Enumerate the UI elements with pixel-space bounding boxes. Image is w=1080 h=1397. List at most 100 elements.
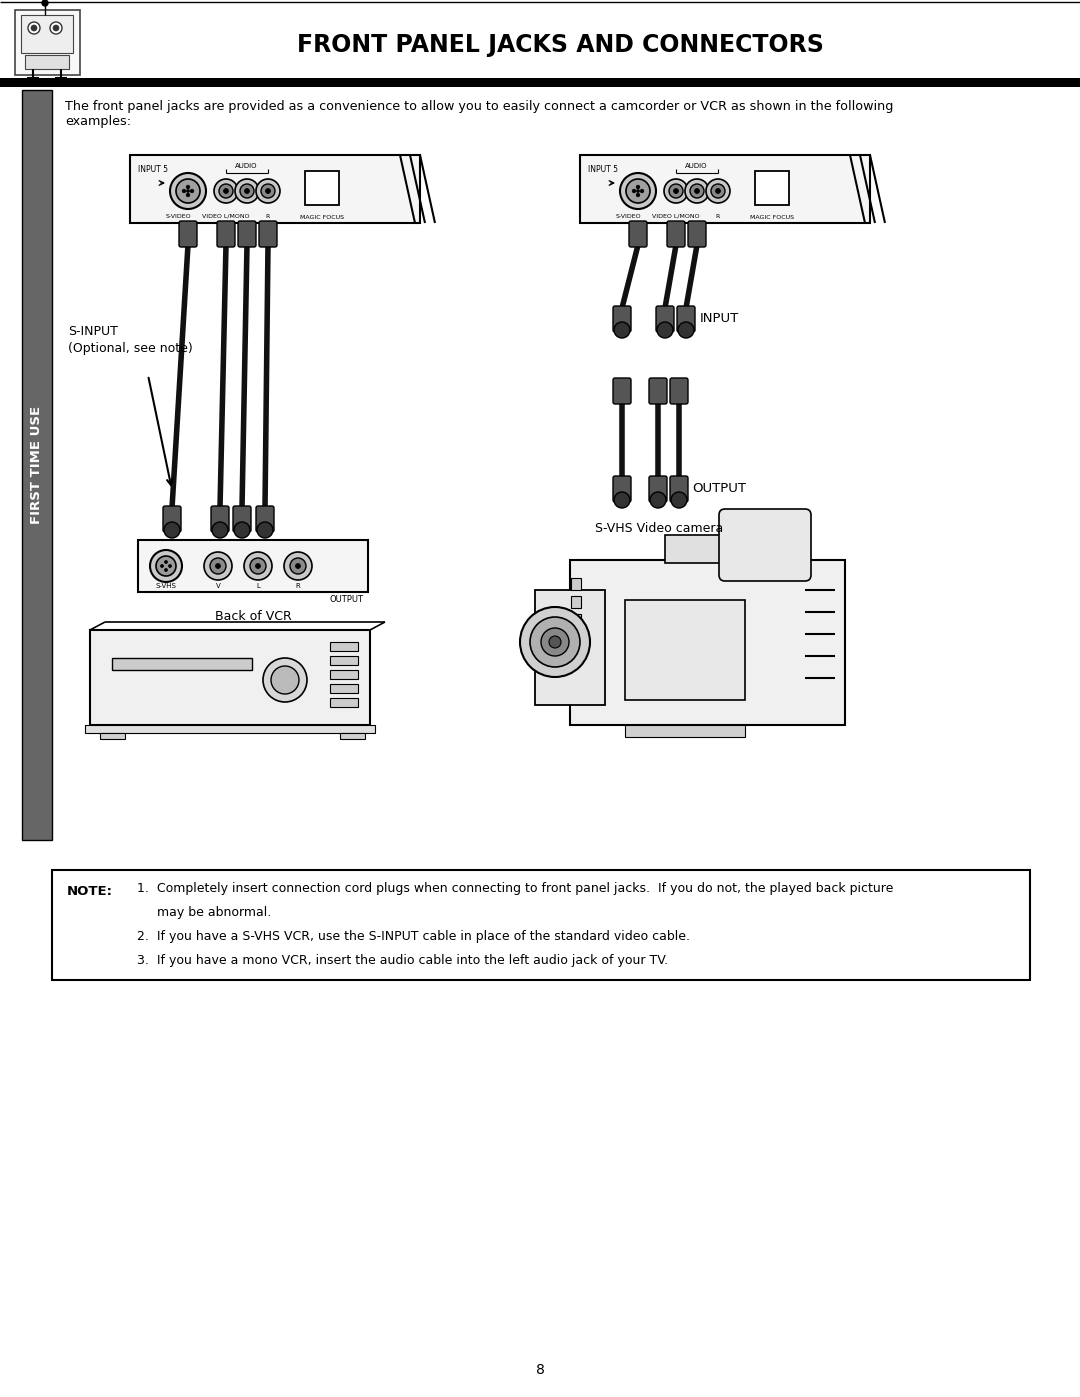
Circle shape bbox=[176, 179, 200, 203]
Circle shape bbox=[715, 189, 720, 194]
Bar bbox=[330, 671, 357, 679]
FancyBboxPatch shape bbox=[211, 506, 229, 532]
Circle shape bbox=[234, 522, 249, 538]
Text: OUTPUT: OUTPUT bbox=[329, 595, 363, 604]
Bar bbox=[85, 725, 375, 733]
FancyBboxPatch shape bbox=[670, 476, 688, 502]
Text: L: L bbox=[256, 583, 260, 590]
Circle shape bbox=[690, 184, 704, 198]
Text: R: R bbox=[716, 214, 720, 219]
Text: MAGIC FOCUS: MAGIC FOCUS bbox=[300, 215, 345, 219]
Bar bbox=[138, 541, 368, 592]
Circle shape bbox=[183, 189, 186, 193]
FancyBboxPatch shape bbox=[649, 476, 667, 502]
FancyBboxPatch shape bbox=[629, 221, 647, 247]
FancyBboxPatch shape bbox=[649, 379, 667, 404]
Text: 3.  If you have a mono VCR, insert the audio cable into the left audio jack of y: 3. If you have a mono VCR, insert the au… bbox=[137, 954, 669, 967]
Bar bbox=[330, 657, 357, 665]
Bar bbox=[571, 615, 581, 626]
Circle shape bbox=[636, 190, 639, 193]
Circle shape bbox=[650, 492, 666, 509]
Circle shape bbox=[620, 173, 656, 210]
Circle shape bbox=[244, 189, 249, 194]
Circle shape bbox=[256, 179, 280, 203]
Text: R: R bbox=[296, 583, 300, 590]
Bar bbox=[90, 630, 370, 725]
Text: 2.  If you have a S-VHS VCR, use the S-INPUT cable in place of the standard vide: 2. If you have a S-VHS VCR, use the S-IN… bbox=[137, 930, 690, 943]
Text: OUTPUT: OUTPUT bbox=[692, 482, 746, 495]
FancyBboxPatch shape bbox=[163, 506, 181, 532]
Text: AUDIO: AUDIO bbox=[234, 163, 257, 169]
Circle shape bbox=[626, 179, 650, 203]
FancyBboxPatch shape bbox=[259, 221, 276, 247]
Bar bbox=[25, 54, 69, 68]
Bar bbox=[571, 631, 581, 644]
Bar bbox=[625, 725, 745, 738]
Bar bbox=[571, 650, 581, 662]
Circle shape bbox=[541, 629, 569, 657]
Circle shape bbox=[615, 321, 630, 338]
Circle shape bbox=[284, 552, 312, 580]
Circle shape bbox=[164, 569, 167, 571]
Bar bbox=[580, 155, 870, 224]
Circle shape bbox=[164, 522, 180, 538]
Circle shape bbox=[212, 522, 228, 538]
Circle shape bbox=[240, 184, 254, 198]
Bar bbox=[100, 733, 125, 739]
Circle shape bbox=[219, 184, 233, 198]
Text: The front panel jacks are provided as a convenience to allow you to easily conne: The front panel jacks are provided as a … bbox=[65, 101, 893, 129]
Bar bbox=[570, 560, 845, 725]
FancyBboxPatch shape bbox=[217, 221, 235, 247]
Text: VIDEO L/MONO: VIDEO L/MONO bbox=[202, 214, 249, 219]
FancyBboxPatch shape bbox=[613, 306, 631, 332]
Text: AUDIO: AUDIO bbox=[685, 163, 707, 169]
Circle shape bbox=[519, 608, 590, 678]
Text: INPUT 5: INPUT 5 bbox=[138, 165, 168, 175]
Text: S-VHS: S-VHS bbox=[156, 583, 176, 590]
Circle shape bbox=[244, 552, 272, 580]
Text: Back of VCR: Back of VCR bbox=[215, 610, 292, 623]
Circle shape bbox=[530, 617, 580, 666]
Text: S-VIDEO: S-VIDEO bbox=[616, 214, 640, 219]
Circle shape bbox=[235, 179, 259, 203]
Circle shape bbox=[164, 560, 167, 563]
Circle shape bbox=[187, 190, 189, 193]
Circle shape bbox=[296, 563, 300, 569]
Text: 8: 8 bbox=[536, 1363, 544, 1377]
Text: NOTE:: NOTE: bbox=[67, 886, 113, 898]
Circle shape bbox=[685, 179, 708, 203]
Bar bbox=[571, 597, 581, 608]
Circle shape bbox=[266, 189, 270, 194]
Circle shape bbox=[161, 564, 163, 567]
Text: 1.  Completely insert connection cord plugs when connecting to front panel jacks: 1. Completely insert connection cord plu… bbox=[137, 882, 893, 895]
Circle shape bbox=[28, 22, 40, 34]
FancyBboxPatch shape bbox=[233, 506, 251, 532]
Bar bbox=[305, 170, 339, 205]
Circle shape bbox=[264, 658, 307, 703]
Text: INPUT 5: INPUT 5 bbox=[588, 165, 618, 175]
Circle shape bbox=[249, 557, 266, 574]
Circle shape bbox=[678, 321, 694, 338]
Circle shape bbox=[671, 492, 687, 509]
Circle shape bbox=[204, 552, 232, 580]
Circle shape bbox=[669, 184, 683, 198]
Circle shape bbox=[42, 0, 48, 6]
FancyBboxPatch shape bbox=[613, 476, 631, 502]
Circle shape bbox=[210, 557, 226, 574]
Circle shape bbox=[549, 636, 561, 648]
Circle shape bbox=[50, 22, 62, 34]
Circle shape bbox=[186, 193, 190, 197]
Bar bbox=[130, 155, 420, 224]
Circle shape bbox=[632, 189, 636, 193]
FancyBboxPatch shape bbox=[656, 306, 674, 332]
Bar bbox=[535, 590, 605, 705]
Circle shape bbox=[186, 186, 190, 189]
Circle shape bbox=[711, 184, 725, 198]
Bar bbox=[625, 599, 745, 700]
Text: FRONT PANEL JACKS AND CONNECTORS: FRONT PANEL JACKS AND CONNECTORS bbox=[297, 34, 823, 57]
Circle shape bbox=[636, 186, 639, 189]
Circle shape bbox=[261, 184, 275, 198]
Circle shape bbox=[31, 25, 37, 31]
Text: S-VIDEO: S-VIDEO bbox=[165, 214, 191, 219]
Bar bbox=[571, 578, 581, 590]
